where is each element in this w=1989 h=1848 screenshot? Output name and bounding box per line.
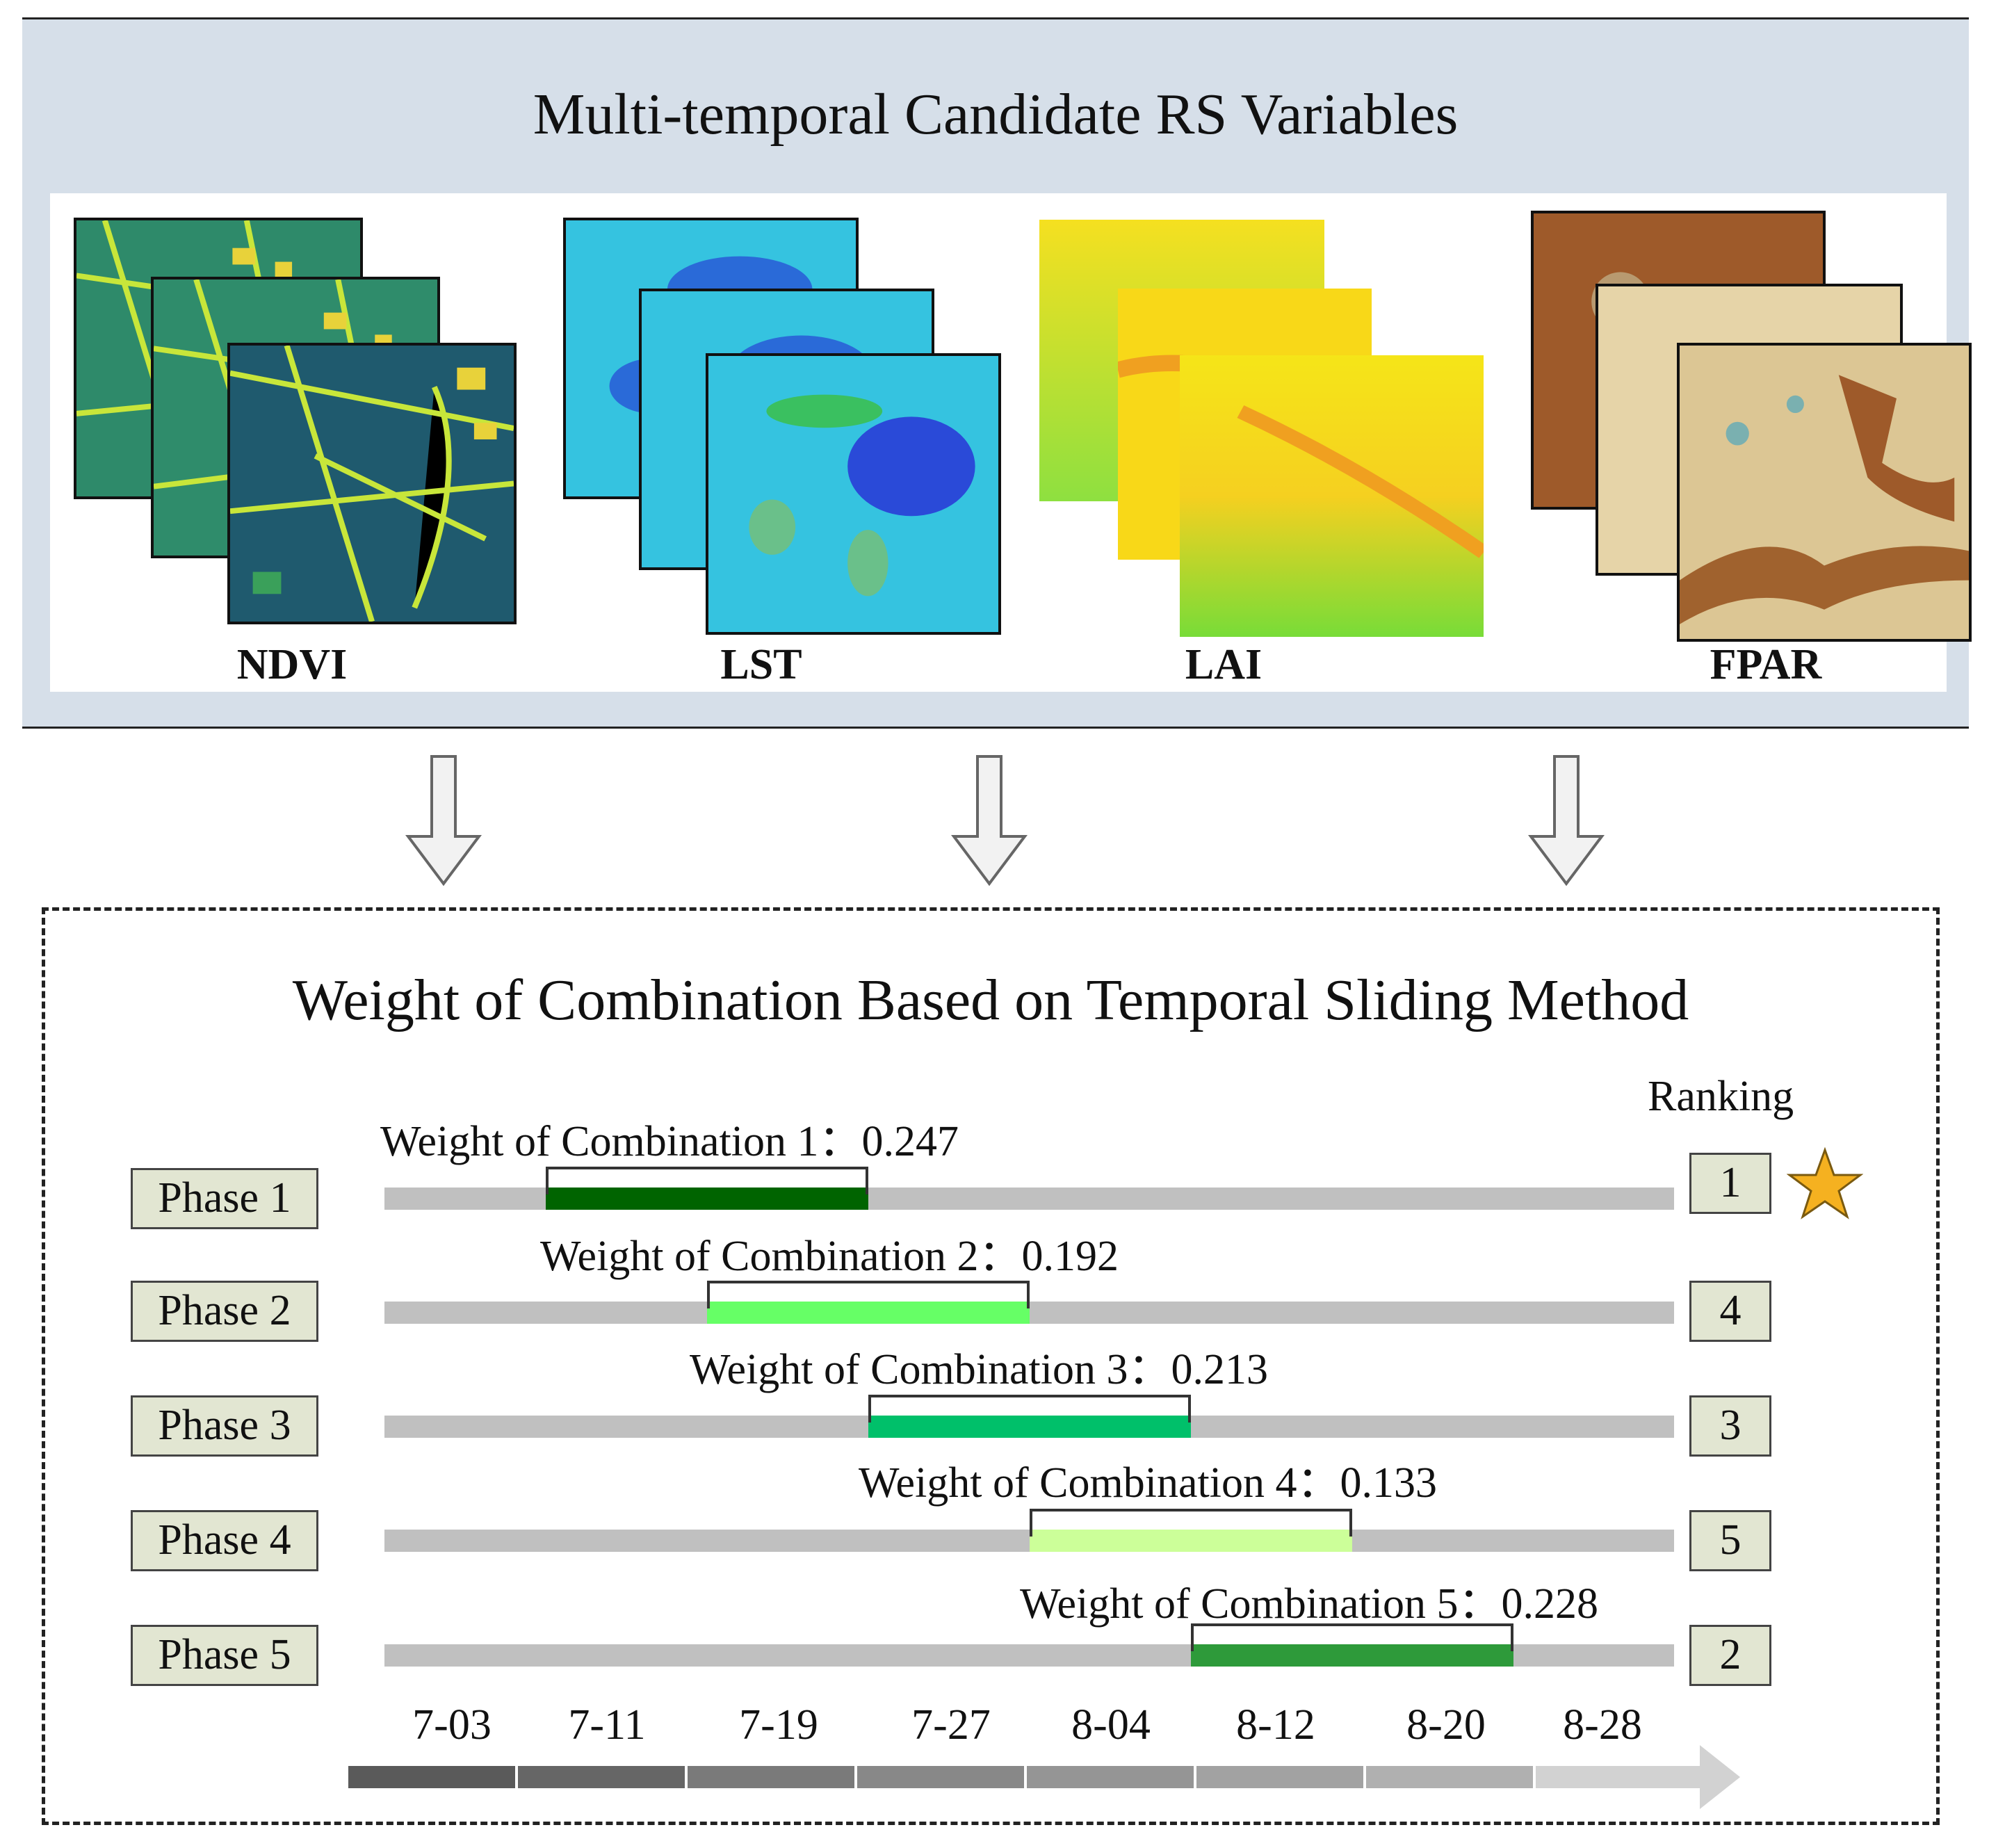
timeline-segment (518, 1766, 685, 1788)
rank-value: 1 (1689, 1153, 1771, 1214)
fpar-map-stack-icon (1677, 343, 1972, 642)
down-arrow-icon (951, 755, 1028, 886)
timeline-date: 7-03 (412, 1701, 492, 1749)
timeline-date: 7-11 (568, 1701, 646, 1749)
combination-segment (1030, 1530, 1352, 1552)
rs-variables-panel: Multi-temporal Candidate RS Variables (22, 17, 1972, 729)
combination-bracket (1030, 1509, 1352, 1537)
panel-title: Weight of Combination Based on Temporal … (292, 968, 1689, 1032)
phase-label: Phase 3 (131, 1395, 318, 1457)
rank-value: 5 (1689, 1510, 1771, 1571)
combination-bracket (546, 1167, 868, 1194)
weight-label: Weight of Combination 1：0.247 (380, 1118, 959, 1165)
timeline-arrowhead-icon (1700, 1745, 1740, 1809)
timeline-segment (1196, 1766, 1363, 1788)
timeline-date: 8-12 (1236, 1701, 1315, 1749)
star-icon (1787, 1147, 1863, 1219)
timeline-segment (1536, 1766, 1703, 1788)
rank-value: 3 (1689, 1395, 1771, 1457)
combination-segment (868, 1416, 1191, 1438)
timeline-segment (348, 1766, 515, 1788)
ranking-header: Ranking (1648, 1073, 1794, 1120)
rank-value: 2 (1689, 1625, 1771, 1686)
timeline-segment (1027, 1766, 1194, 1788)
var-label-fpar: FPAR (1710, 641, 1822, 688)
timeline-date: 7-27 (911, 1701, 991, 1749)
var-label-lst: LST (720, 641, 802, 688)
panel-title: Multi-temporal Candidate RS Variables (533, 82, 1459, 147)
var-label-ndvi: NDVI (236, 641, 348, 688)
down-arrow-icon (405, 755, 482, 886)
ndvi-map-stack-icon (227, 343, 517, 624)
phase-track (384, 1530, 1674, 1552)
timeline-date: 8-28 (1563, 1701, 1642, 1749)
phase-label: Phase 5 (131, 1625, 318, 1686)
weight-label: Weight of Combination 3：0.213 (690, 1346, 1268, 1393)
timeline-date: 8-20 (1406, 1701, 1486, 1749)
phase-label: Phase 2 (131, 1281, 318, 1342)
down-arrow-icon (1528, 755, 1605, 886)
weight-label: Weight of Combination 2：0.192 (540, 1233, 1119, 1280)
lst-map-stack-icon (706, 353, 1001, 635)
timeline-segment (1366, 1766, 1533, 1788)
var-label-lai: LAI (1185, 641, 1263, 688)
timeline-date: 8-04 (1071, 1701, 1151, 1749)
timeline-date: 7-19 (739, 1701, 818, 1749)
combination-bracket (868, 1395, 1191, 1423)
rank-value: 4 (1689, 1281, 1771, 1342)
temporal-sliding-panel: Weight of Combination Based on Temporal … (42, 907, 1940, 1825)
combination-bracket (1191, 1623, 1513, 1651)
timeline-segment (857, 1766, 1024, 1788)
variable-images-strip: NDVI LST LAI FPAR (50, 193, 1972, 692)
phase-label: Phase 4 (131, 1510, 318, 1571)
combination-bracket (707, 1281, 1030, 1308)
combination-segment (1191, 1644, 1513, 1667)
phase-label: Phase 1 (131, 1168, 318, 1229)
weight-label: Weight of Combination 4：0.133 (859, 1459, 1437, 1507)
combination-segment (546, 1188, 868, 1210)
combination-segment (707, 1302, 1030, 1324)
lai-map-stack-icon (1180, 355, 1484, 637)
weight-label: Weight of Combination 5：0.228 (1020, 1580, 1598, 1628)
timeline-segment (688, 1766, 854, 1788)
